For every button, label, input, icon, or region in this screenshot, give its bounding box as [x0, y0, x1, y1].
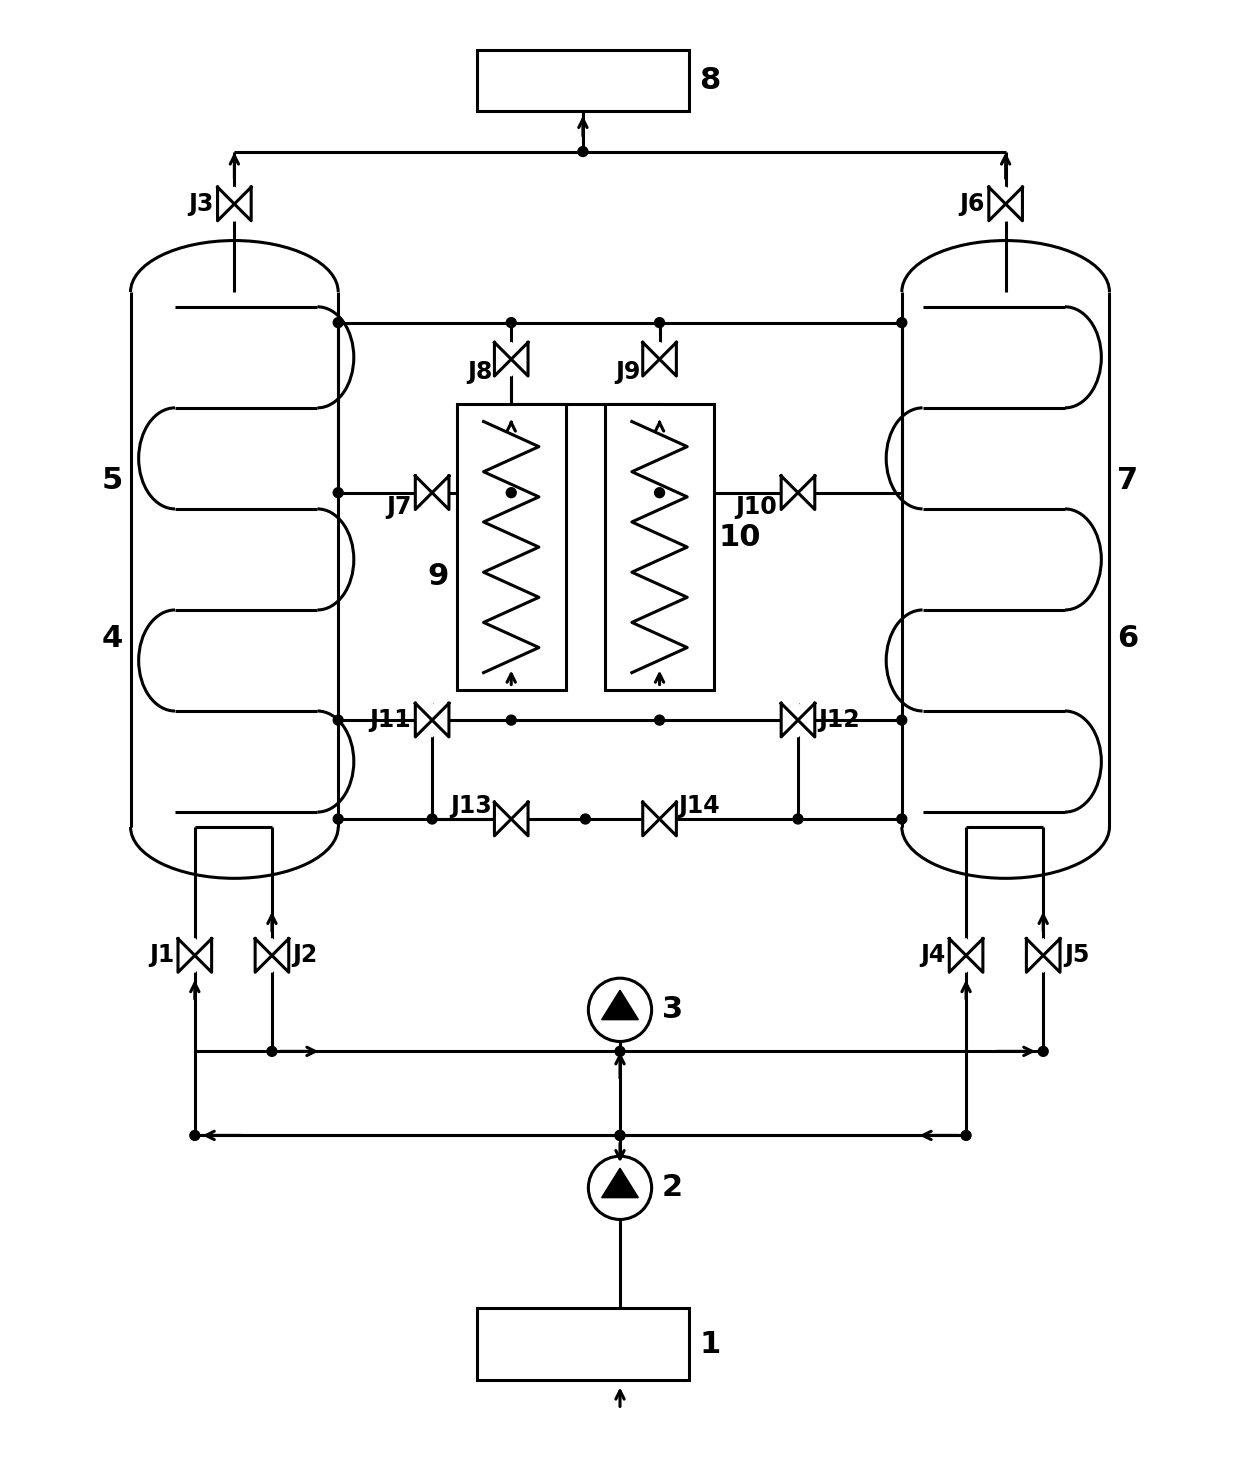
Bar — [476, 1309, 689, 1379]
Circle shape — [190, 1131, 200, 1141]
Circle shape — [334, 488, 343, 498]
Circle shape — [334, 716, 343, 725]
Bar — [456, 403, 565, 691]
Circle shape — [334, 317, 343, 327]
Circle shape — [588, 1156, 652, 1220]
Circle shape — [267, 1046, 277, 1056]
Text: 2: 2 — [661, 1173, 683, 1202]
Circle shape — [578, 146, 588, 156]
Polygon shape — [601, 1169, 639, 1198]
Circle shape — [506, 317, 516, 327]
Text: J14: J14 — [678, 795, 720, 818]
Text: J10: J10 — [735, 495, 777, 520]
Polygon shape — [988, 187, 1023, 221]
Circle shape — [506, 716, 516, 725]
Text: J3: J3 — [188, 191, 213, 216]
Text: J4: J4 — [920, 944, 945, 967]
Text: J6: J6 — [960, 191, 985, 216]
Circle shape — [961, 1131, 971, 1141]
Circle shape — [794, 814, 804, 824]
Polygon shape — [495, 802, 528, 836]
Circle shape — [615, 1131, 625, 1141]
Circle shape — [655, 716, 665, 725]
Bar — [605, 403, 714, 691]
Text: 10: 10 — [719, 523, 761, 552]
Circle shape — [506, 488, 516, 498]
Text: J1: J1 — [149, 944, 174, 967]
Text: 1: 1 — [699, 1330, 720, 1359]
Circle shape — [897, 716, 906, 725]
Text: 3: 3 — [661, 995, 683, 1024]
Circle shape — [655, 317, 665, 327]
Text: J12: J12 — [818, 709, 861, 732]
Polygon shape — [1027, 938, 1060, 972]
Text: 6: 6 — [1117, 624, 1138, 653]
Text: J7: J7 — [386, 495, 412, 520]
Text: J11: J11 — [370, 709, 412, 732]
Text: J9: J9 — [615, 359, 641, 384]
Polygon shape — [415, 476, 449, 510]
Polygon shape — [642, 802, 676, 836]
Text: 5: 5 — [102, 466, 123, 495]
Polygon shape — [601, 991, 639, 1020]
Circle shape — [428, 814, 436, 824]
Text: J2: J2 — [293, 944, 317, 967]
Polygon shape — [179, 938, 212, 972]
Polygon shape — [495, 342, 528, 375]
Circle shape — [588, 979, 652, 1042]
Polygon shape — [781, 476, 815, 510]
Circle shape — [615, 1131, 625, 1141]
Text: 8: 8 — [699, 66, 720, 95]
Text: J8: J8 — [467, 359, 492, 384]
Circle shape — [334, 814, 343, 824]
Text: 7: 7 — [1117, 466, 1138, 495]
Text: J5: J5 — [1064, 944, 1090, 967]
Polygon shape — [642, 342, 676, 375]
Polygon shape — [255, 938, 289, 972]
Circle shape — [615, 1046, 625, 1056]
Text: J13: J13 — [450, 795, 492, 818]
Polygon shape — [781, 703, 815, 736]
Circle shape — [655, 488, 665, 498]
Polygon shape — [217, 187, 252, 221]
Polygon shape — [415, 703, 449, 736]
Text: 4: 4 — [102, 624, 123, 653]
Circle shape — [897, 814, 906, 824]
Circle shape — [580, 814, 590, 824]
Circle shape — [1038, 1046, 1048, 1056]
Polygon shape — [950, 938, 983, 972]
Circle shape — [897, 317, 906, 327]
Text: 9: 9 — [428, 562, 449, 592]
Bar — [476, 50, 689, 111]
